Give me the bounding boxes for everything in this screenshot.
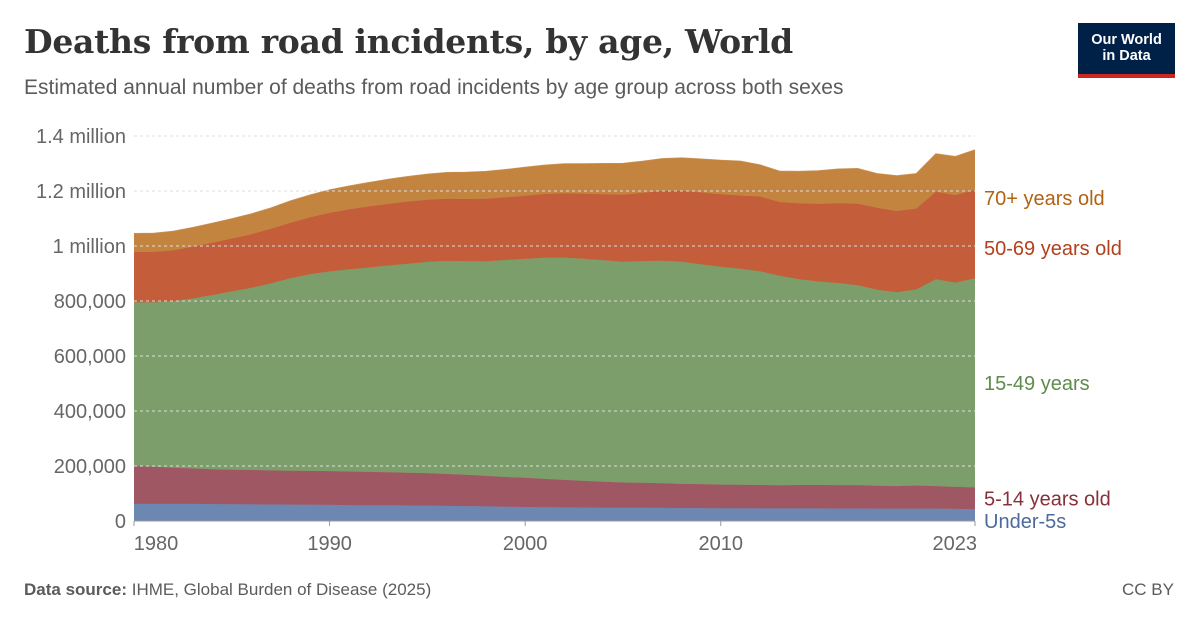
y-tick-label: 200,000 bbox=[54, 456, 126, 478]
chart-title: Deaths from road incidents, by age, Worl… bbox=[24, 22, 793, 61]
series-label-50-69-years-old: 50-69 years old bbox=[984, 238, 1122, 260]
y-tick-label: 1 million bbox=[53, 236, 126, 258]
data-source: Data source: IHME, Global Burden of Dise… bbox=[24, 580, 431, 600]
area-70-years-old bbox=[134, 150, 975, 252]
series-label-15-49-years: 15-49 years bbox=[984, 373, 1090, 395]
chart-subtitle: Estimated annual number of deaths from r… bbox=[24, 76, 844, 99]
y-tick-label: 1.4 million bbox=[36, 126, 126, 148]
area-15-49-years bbox=[134, 257, 975, 488]
x-tick-label: 1990 bbox=[307, 533, 352, 555]
x-tick-label: 2010 bbox=[698, 533, 743, 555]
x-tick-label: 2000 bbox=[503, 533, 548, 555]
y-tick-label: 1.2 million bbox=[36, 181, 126, 203]
logo-line-1: Our World bbox=[1091, 32, 1162, 48]
y-tick-label: 0 bbox=[115, 511, 126, 533]
x-tick-label: 2023 bbox=[933, 533, 978, 555]
data-source-label: Data source: bbox=[24, 580, 127, 599]
y-tick-label: 800,000 bbox=[54, 291, 126, 313]
series-label-5-14-years-old: 5-14 years old bbox=[984, 488, 1111, 510]
area-5-14-years-old bbox=[134, 466, 975, 510]
y-tick-label: 600,000 bbox=[54, 346, 126, 368]
area-edge-70-years-old bbox=[133, 149, 976, 235]
area-under-5s bbox=[134, 503, 975, 521]
series-label-70-years-old: 70+ years old bbox=[984, 188, 1105, 210]
x-tick-label: 1980 bbox=[134, 533, 179, 555]
series-label-under-5s: Under-5s bbox=[984, 511, 1066, 533]
owid-logo[interactable]: Our World in Data bbox=[1078, 23, 1175, 78]
data-source-text: IHME, Global Burden of Disease (2025) bbox=[131, 580, 432, 599]
logo-line-2: in Data bbox=[1102, 48, 1151, 64]
license-link[interactable]: CC BY bbox=[1122, 580, 1174, 599]
y-tick-label: 400,000 bbox=[54, 401, 126, 423]
